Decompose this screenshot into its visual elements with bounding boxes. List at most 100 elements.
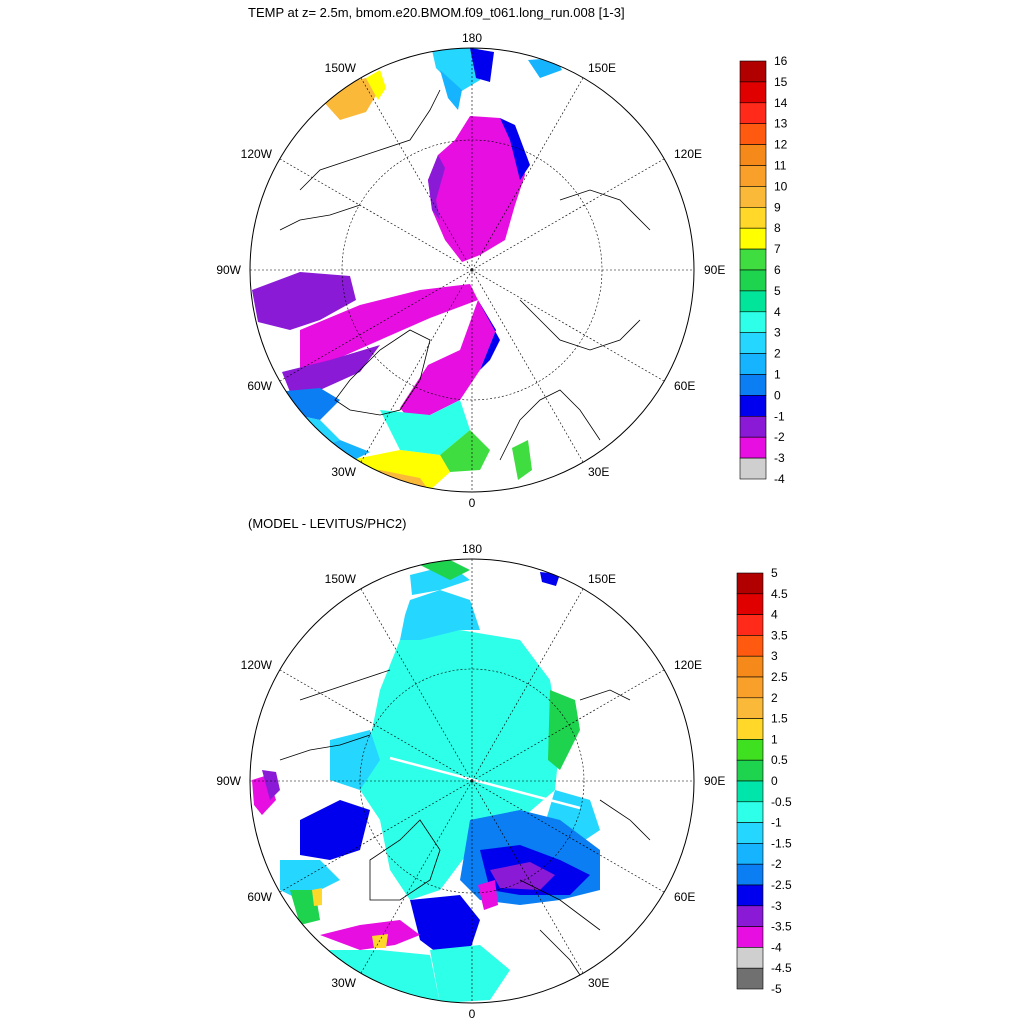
top-graticule bbox=[250, 48, 694, 492]
bottom-colorbar-label: -2 bbox=[771, 857, 782, 871]
bottom-colorbar-swatch bbox=[736, 884, 764, 907]
top-colorbar-label: 13 bbox=[774, 117, 788, 131]
top-label-120w: 120W bbox=[241, 147, 273, 161]
bottom-barents-magenta bbox=[478, 880, 498, 910]
top-east-siberian-blue bbox=[528, 58, 562, 78]
bottom-label-30e: 30E bbox=[588, 976, 609, 990]
bottom-hudson-purple bbox=[262, 770, 280, 800]
bottom-colorbar: 5 4.5 4 3.5 3 2.5 2 1.5 1 0.5 0 -0.5 -1 -1.5 -2 -2.5 -3 -… bbox=[736, 566, 792, 996]
bottom-map-title: (MODEL - LEVITUS/PHC2) bbox=[248, 516, 406, 531]
bottom-label-150e: 150E bbox=[588, 572, 616, 586]
top-colorbar-label: 1 bbox=[774, 368, 781, 382]
bottom-label-60w: 60W bbox=[247, 890, 272, 904]
bottom-label-0: 0 bbox=[469, 1007, 476, 1021]
bottom-baffin-blue bbox=[300, 800, 370, 860]
top-coastlines bbox=[279, 89, 651, 461]
bottom-colorbar-label: -0.5 bbox=[771, 795, 792, 809]
bottom-map-field bbox=[252, 560, 600, 1003]
top-colorbar-label: 9 bbox=[774, 200, 781, 214]
top-colorbar-swatch bbox=[739, 457, 767, 480]
bottom-colorbar-swatch bbox=[736, 905, 764, 927]
bottom-lon-labels: 180 0 90W 90E 150W 150E 120W 120E 60W 60… bbox=[216, 542, 725, 1021]
top-colorbar-label: 6 bbox=[774, 263, 781, 277]
bottom-colorbar-label: -1 bbox=[771, 816, 782, 830]
top-label-0: 0 bbox=[469, 496, 476, 510]
bottom-label-180: 180 bbox=[462, 542, 482, 556]
bottom-label-60e: 60E bbox=[674, 890, 695, 904]
top-arctic-purple-edge bbox=[428, 155, 445, 220]
bottom-colorbar-label: 5 bbox=[771, 566, 778, 580]
top-bering-deepblue bbox=[470, 48, 494, 82]
top-colorbar-label: 12 bbox=[774, 138, 788, 152]
bottom-iceland-magenta bbox=[320, 920, 420, 950]
bottom-colorbar-swatch bbox=[736, 967, 764, 990]
top-labrador-purple bbox=[282, 345, 380, 392]
bottom-colorbar-label: -3.5 bbox=[771, 920, 792, 934]
bottom-colorbar-label: -4.5 bbox=[771, 961, 792, 975]
top-colorbar-label: -1 bbox=[774, 409, 785, 423]
bottom-colorbar-swatch bbox=[736, 843, 764, 865]
bottom-norwegian-blue bbox=[410, 895, 480, 955]
top-label-150e: 150E bbox=[588, 61, 616, 75]
bottom-colorbar-swatch bbox=[736, 635, 764, 657]
top-colorbar-swatch bbox=[739, 353, 767, 375]
bottom-data-gap bbox=[389, 756, 581, 810]
bottom-colorbar-swatch bbox=[736, 739, 764, 761]
bottom-colorbar-label: 4.5 bbox=[771, 587, 788, 601]
bottom-colorbar-label: 3.5 bbox=[771, 628, 788, 642]
top-archipelago-magenta bbox=[300, 284, 478, 372]
top-north-atlantic-yellow bbox=[350, 450, 450, 492]
top-norwegian-cyan bbox=[380, 400, 470, 455]
top-colorbar-swatch bbox=[739, 144, 767, 166]
top-colorbar-swatch bbox=[739, 374, 767, 396]
top-label-60e: 60E bbox=[674, 379, 695, 393]
bottom-label-30w: 30W bbox=[331, 976, 356, 990]
top-label-30w: 30W bbox=[331, 465, 356, 479]
bottom-colorbar-label: -1.5 bbox=[771, 836, 792, 850]
bottom-colorbar-swatch bbox=[736, 655, 764, 678]
bottom-label-120w: 120W bbox=[241, 658, 273, 672]
top-colorbar-label: 5 bbox=[774, 284, 781, 298]
top-arctic-cold-water bbox=[428, 116, 525, 262]
bottom-barents-purple bbox=[490, 862, 555, 890]
top-pacific-yellow bbox=[366, 70, 386, 100]
top-colorbar-swatch bbox=[739, 332, 767, 354]
top-colorbar-swatch bbox=[739, 165, 767, 187]
top-label-180: 180 bbox=[462, 31, 482, 45]
top-colorbar-swatch bbox=[739, 311, 767, 333]
bottom-coastlines bbox=[279, 669, 651, 991]
bottom-colorbar-label: -5 bbox=[771, 982, 782, 996]
bottom-colorbar-label: 4 bbox=[771, 608, 778, 622]
bottom-colorbar-swatch bbox=[736, 822, 764, 844]
bottom-map-panel: (MODEL - LEVITUS/PHC2) bbox=[216, 516, 792, 1021]
bottom-arctic-cyan-outer bbox=[400, 590, 480, 640]
top-colorbar-swatch bbox=[739, 227, 767, 250]
top-colorbar-swatch bbox=[739, 290, 767, 313]
bottom-labrador-yellow bbox=[312, 888, 322, 906]
bottom-east-siberian-blue bbox=[540, 572, 560, 586]
top-greenland-sea-blue bbox=[478, 300, 500, 370]
bottom-colorbar-swatch bbox=[736, 801, 764, 823]
bottom-label-120e: 120E bbox=[674, 658, 702, 672]
top-colorbar-label: 11 bbox=[774, 159, 787, 173]
top-colorbar-swatch bbox=[739, 186, 767, 208]
bottom-colorbar-label: -2.5 bbox=[771, 878, 792, 892]
bottom-norwegian-cyan bbox=[430, 945, 510, 1003]
top-colorbar-label: -3 bbox=[774, 451, 785, 465]
top-lon-labels: 180 0 90W 90E 150W 150E 120W 120E 60W 60… bbox=[216, 31, 725, 510]
bottom-label-90w: 90W bbox=[216, 774, 241, 788]
bottom-colorbar-label: -4 bbox=[771, 940, 782, 954]
bottom-label-90e: 90E bbox=[704, 774, 725, 788]
top-colorbar-swatch bbox=[739, 248, 767, 271]
bottom-colorbar-swatch bbox=[736, 614, 764, 636]
bottom-colorbar-swatch bbox=[736, 863, 764, 886]
bottom-colorbar-swatch bbox=[736, 759, 764, 782]
bottom-colorbar-label: 2.5 bbox=[771, 670, 788, 684]
bottom-colorbar-swatch bbox=[736, 676, 764, 699]
top-norwegian-green bbox=[440, 430, 490, 472]
top-colorbar-swatch bbox=[739, 436, 767, 459]
bottom-colorbar-swatch bbox=[736, 718, 764, 740]
top-label-90e: 90E bbox=[704, 263, 725, 277]
top-colorbar-swatch bbox=[739, 269, 767, 292]
